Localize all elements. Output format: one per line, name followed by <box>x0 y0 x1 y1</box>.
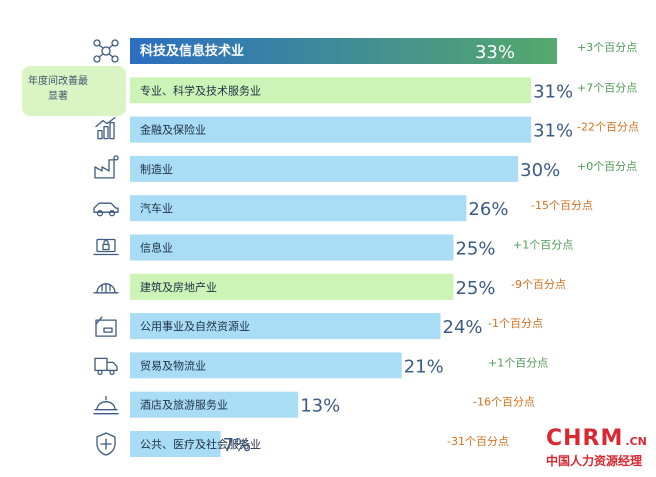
bar-9 <box>130 391 299 418</box>
value-label-7: 24% <box>443 317 483 338</box>
value-label-6: 25% <box>455 278 495 299</box>
utility-icon <box>95 316 117 337</box>
category-label-0: 科技及信息技术业 <box>140 43 244 59</box>
value-label-8: 21% <box>404 356 444 377</box>
bar-10 <box>130 431 221 457</box>
category-label-5: 信息业 <box>140 241 173 255</box>
value-label-1: 31% <box>533 81 573 102</box>
value-label-0: 33% <box>475 42 515 63</box>
bar-0 <box>130 38 557 64</box>
category-label-4: 汽车业 <box>140 201 173 215</box>
bar-7 <box>130 313 441 340</box>
change-label-0: +3个百分点 <box>577 41 637 54</box>
laptop-lock-icon <box>93 238 119 256</box>
change-label-9: -16个百分点 <box>473 396 535 409</box>
category-label-8: 贸易及物流业 <box>140 358 206 372</box>
chrm-logo: CHRM .CN 中国人力资源经理 <box>546 426 647 469</box>
value-label-9: 13% <box>300 396 340 417</box>
bar-6 <box>130 273 454 300</box>
category-label-2: 金融及保险业 <box>140 123 206 137</box>
change-label-2: -22个百分点 <box>577 121 639 134</box>
change-label-5: +1个百分点 <box>513 239 573 252</box>
change-label-10: -31个百分点 <box>447 435 509 448</box>
category-label-3: 制造业 <box>140 162 173 176</box>
car-icon <box>93 202 119 217</box>
change-label-1: +7个百分点 <box>577 81 637 94</box>
medical-shield-icon <box>96 432 116 456</box>
change-label-3: +0个百分点 <box>577 160 637 173</box>
category-label-9: 酒店及旅游服务业 <box>140 398 228 412</box>
value-label-5: 25% <box>455 239 495 260</box>
category-label-6: 建筑及房地产业 <box>140 280 217 294</box>
change-label-4: -15个百分点 <box>531 199 593 212</box>
bar-5 <box>130 234 454 261</box>
most-improved-callout-text: 年度间改善最显著 <box>28 76 88 102</box>
logo-brand: CHRM <box>546 426 624 451</box>
value-label-4: 26% <box>468 199 508 220</box>
finance-chart-icon <box>95 116 116 140</box>
bar-2 <box>130 116 532 143</box>
hard-hat-icon <box>93 283 119 294</box>
bar-4 <box>130 195 467 222</box>
value-label-3: 30% <box>520 160 560 181</box>
delivery-truck-icon <box>94 357 118 376</box>
category-label-7: 公用事业及自然资源业 <box>140 319 250 333</box>
bar-8 <box>130 352 402 379</box>
most-improved-callout <box>22 66 126 116</box>
change-label-6: -9个百分点 <box>511 278 566 291</box>
bar-3 <box>130 155 519 182</box>
change-label-8: +1个百分点 <box>488 356 548 369</box>
category-label-1: 专业、科学及技术服务业 <box>140 83 261 97</box>
factory-icon <box>94 155 119 179</box>
bar-1 <box>130 77 532 104</box>
network-icon <box>93 39 119 63</box>
logo-suffix: .CN <box>625 435 647 448</box>
value-label-2: 31% <box>533 121 573 142</box>
logo-tagline: 中国人力资源经理 <box>546 454 643 468</box>
change-label-7: -1个百分点 <box>488 317 543 330</box>
value-label-10: 7% <box>223 435 252 456</box>
cloche-icon <box>93 396 119 415</box>
category-label-10: 公共、医疗及社会服务业 <box>140 437 261 451</box>
